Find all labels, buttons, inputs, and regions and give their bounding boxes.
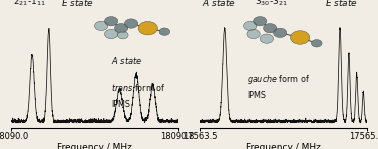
- Circle shape: [260, 34, 274, 43]
- Circle shape: [124, 19, 138, 28]
- Text: $A$ state: $A$ state: [202, 0, 236, 8]
- Circle shape: [243, 21, 257, 31]
- Circle shape: [115, 24, 128, 33]
- Text: IPMS: IPMS: [111, 100, 130, 109]
- Circle shape: [159, 28, 170, 35]
- Text: $E$ state: $E$ state: [61, 0, 94, 8]
- Circle shape: [263, 24, 277, 33]
- Circle shape: [274, 28, 287, 38]
- Circle shape: [94, 21, 108, 31]
- Circle shape: [104, 17, 118, 26]
- Circle shape: [138, 21, 157, 35]
- X-axis label: Frequency / MHz: Frequency / MHz: [246, 143, 321, 149]
- Text: $\it{gauche}$ form of: $\it{gauche}$ form of: [247, 73, 310, 86]
- Circle shape: [311, 40, 322, 47]
- Circle shape: [118, 31, 128, 39]
- Text: 2$_{21}$-1$_{11}$: 2$_{21}$-1$_{11}$: [13, 0, 46, 8]
- Text: $E$ state: $E$ state: [325, 0, 358, 8]
- X-axis label: Frequency / MHz: Frequency / MHz: [57, 143, 132, 149]
- Text: $A$ state: $A$ state: [111, 55, 143, 66]
- Text: IPMS: IPMS: [247, 91, 266, 100]
- Circle shape: [104, 29, 118, 39]
- Circle shape: [247, 29, 260, 39]
- Text: 3$_{30}$-3$_{21}$: 3$_{30}$-3$_{21}$: [255, 0, 288, 8]
- Circle shape: [290, 31, 310, 44]
- Circle shape: [254, 17, 267, 26]
- Text: $\it{trans}$ form of: $\it{trans}$ form of: [111, 82, 166, 93]
